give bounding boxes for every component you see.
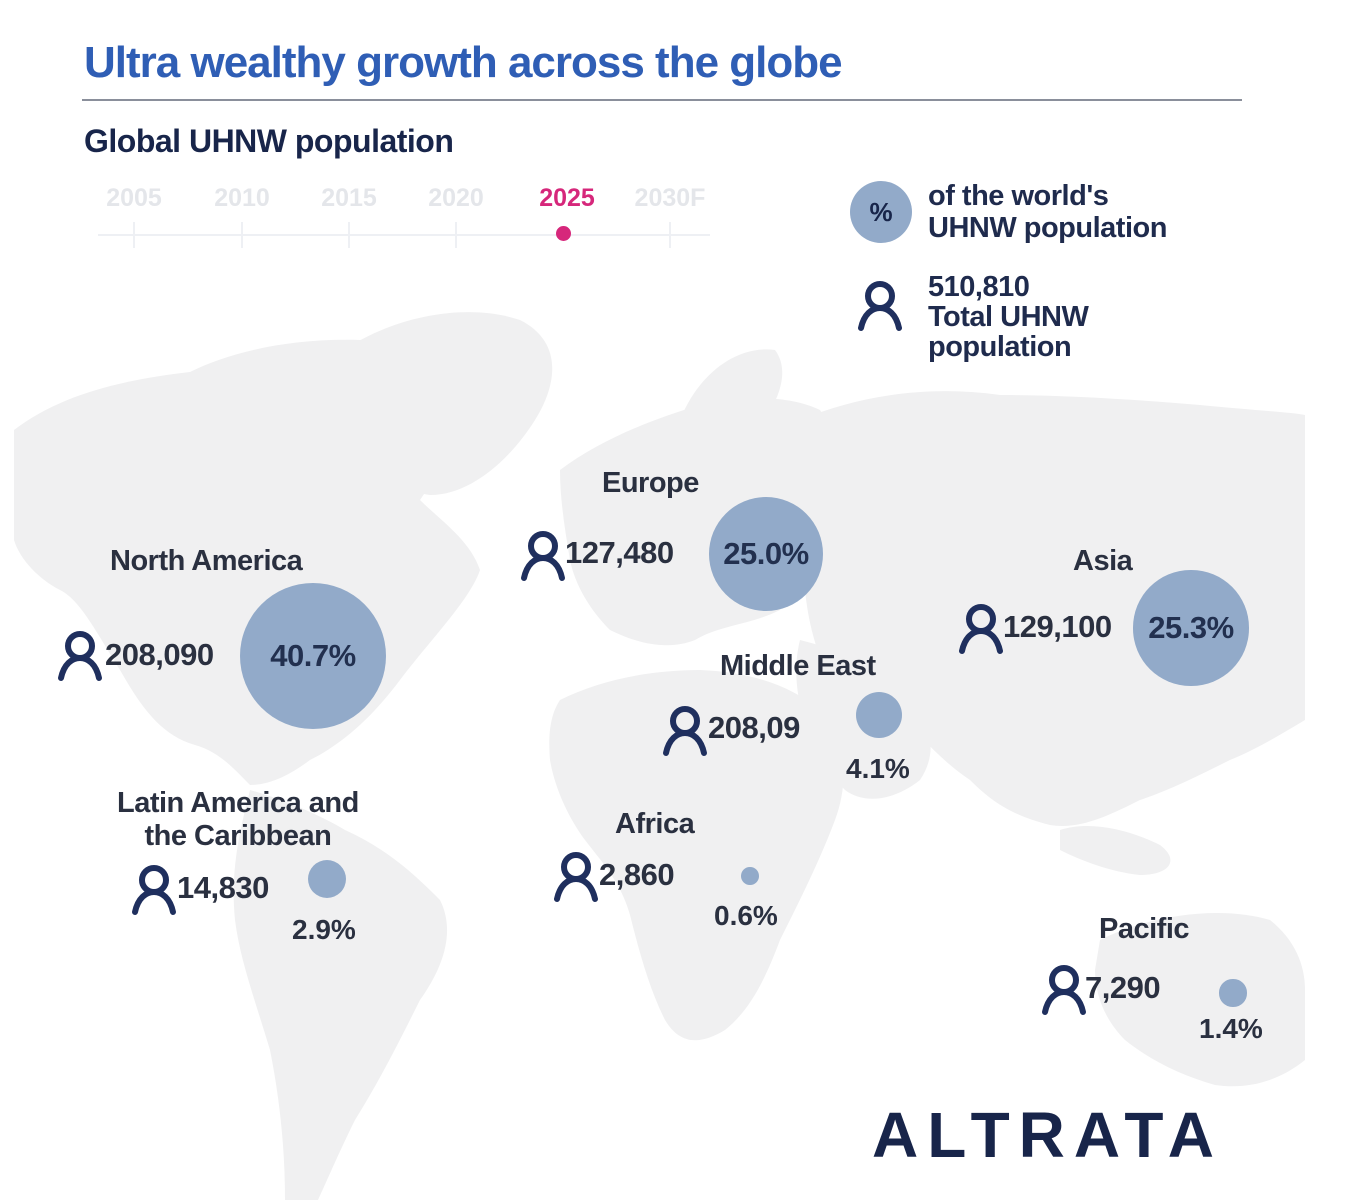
region-share-middle-east: 4.1%	[846, 753, 910, 784]
legend-percent-label: of the world's UHNW population	[928, 180, 1167, 244]
timeline-year-2025[interactable]: 2025	[539, 184, 595, 212]
person-icon	[519, 530, 567, 587]
region-bubble-middle-east	[855, 691, 903, 739]
chart-subtitle: Global UHNW population	[84, 123, 454, 159]
timeline-year-2020[interactable]: 2020	[428, 184, 484, 212]
region-name-asia: Asia	[1073, 545, 1133, 577]
region-count-africa: 2,860	[599, 857, 675, 892]
region-share-pacific: 1.4%	[1199, 1013, 1263, 1044]
timeline-selected-marker[interactable]	[556, 226, 571, 241]
region-count-latin-america: 14,830	[177, 870, 269, 905]
timeline-year-2005[interactable]: 2005	[106, 184, 162, 212]
region-count-europe: 127,480	[565, 535, 674, 570]
region-count-pacific: 7,290	[1085, 970, 1161, 1005]
timeline-year-2030f[interactable]: 2030F	[634, 184, 706, 212]
region-bubble-pacific	[1219, 979, 1247, 1007]
altrata-logo: ALTRATA	[872, 1099, 1223, 1171]
region-name-middle-east: Middle East	[720, 650, 876, 682]
region-bubble-north-america: 40.7%	[240, 583, 386, 729]
legend-total: 510,810 Total UHNW population	[928, 271, 1089, 363]
region-name-africa: Africa	[615, 808, 695, 840]
timeline-year-2015[interactable]: 2015	[321, 184, 377, 212]
region-share-latin-america: 2.9%	[292, 914, 356, 945]
region-name-latin-america: Latin America and the Caribbean	[117, 787, 359, 852]
timeline-year-2010[interactable]: 2010	[214, 184, 270, 212]
region-name-north-america: North America	[110, 545, 303, 577]
region-bubble-asia: 25.3%	[1133, 570, 1249, 686]
timeline-tick	[133, 222, 135, 248]
person-icon	[957, 603, 1005, 660]
region-share-africa: 0.6%	[714, 900, 778, 931]
region-bubble-africa	[741, 867, 759, 885]
person-icon	[552, 851, 600, 908]
person-icon	[56, 630, 104, 687]
region-name-pacific: Pacific	[1099, 913, 1190, 945]
region-name-europe: Europe	[602, 467, 699, 499]
timeline-tick	[348, 222, 350, 248]
legend-percent-bubble: %	[850, 181, 912, 243]
person-icon	[661, 705, 709, 762]
timeline-track	[98, 234, 710, 236]
title-divider	[82, 99, 1242, 101]
region-count-north-america: 208,090	[105, 637, 214, 672]
page-title: Ultra wealthy growth across the globe	[84, 38, 843, 87]
timeline-tick	[455, 222, 457, 248]
person-icon	[1040, 964, 1088, 1021]
region-bubble-latin-america	[307, 859, 347, 899]
person-icon	[130, 864, 178, 921]
region-count-asia: 129,100	[1003, 609, 1112, 644]
timeline-tick	[241, 222, 243, 248]
person-icon	[856, 280, 904, 337]
region-bubble-europe: 25.0%	[708, 496, 824, 612]
timeline-tick	[669, 222, 671, 248]
region-count-middle-east: 208,09	[708, 710, 800, 745]
